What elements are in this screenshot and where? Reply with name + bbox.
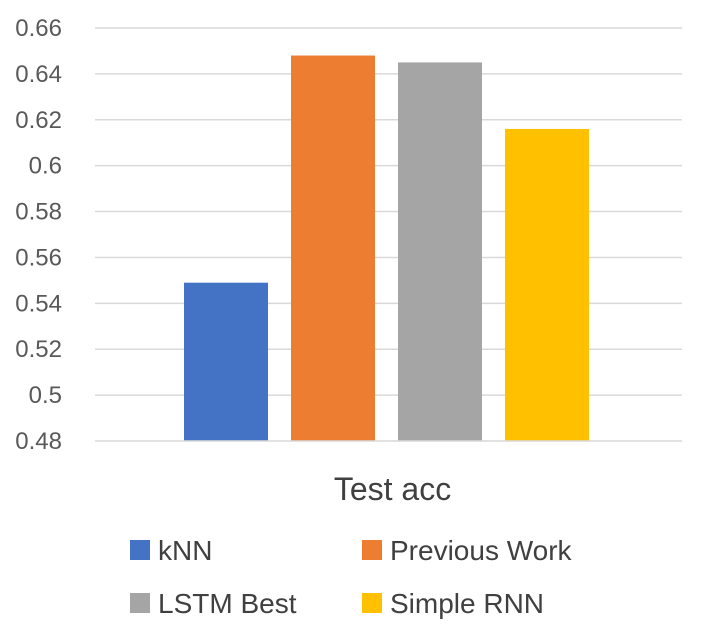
legend-item: kNN <box>130 535 212 566</box>
y-tick-label: 0.5 <box>29 382 62 409</box>
legend: kNN Previous Work LSTM Best Simple RNN <box>130 535 573 619</box>
bars <box>184 55 589 442</box>
legend-item: LSTM Best <box>130 588 297 619</box>
legend-swatch <box>130 540 150 560</box>
y-tick-label: 0.64 <box>15 61 62 88</box>
legend-item: Previous Work <box>362 535 573 566</box>
legend-swatch <box>130 593 150 613</box>
bar-lstm-best <box>398 62 482 442</box>
y-tick-label: 0.56 <box>15 244 62 271</box>
gridlines <box>95 27 682 396</box>
y-tick-label: 0.6 <box>29 153 62 180</box>
y-tick-label: 0.54 <box>15 290 62 317</box>
bar-simple-rnn <box>505 128 589 441</box>
legend-label: kNN <box>158 535 212 566</box>
legend-label: LSTM Best <box>158 588 297 619</box>
y-tick-label: 0.66 <box>15 15 62 42</box>
legend-swatch <box>362 593 382 613</box>
legend-item: Simple RNN <box>362 588 544 619</box>
category-label: Test acc <box>334 471 451 507</box>
legend-swatch <box>362 540 382 560</box>
legend-label: Simple RNN <box>390 588 544 619</box>
legend-label: Previous Work <box>390 535 573 566</box>
y-tick-label: 0.62 <box>15 107 62 134</box>
bar-knn <box>184 282 268 441</box>
y-tick-label: 0.58 <box>15 199 62 226</box>
bar-previous-work <box>291 55 375 442</box>
y-tick-label: 0.48 <box>15 428 62 455</box>
y-tick-label: 0.52 <box>15 336 62 363</box>
y-axis-tick-labels: 0.48 0.5 0.52 0.54 0.56 0.58 0.6 0.62 0.64 0.66 <box>15 15 62 455</box>
